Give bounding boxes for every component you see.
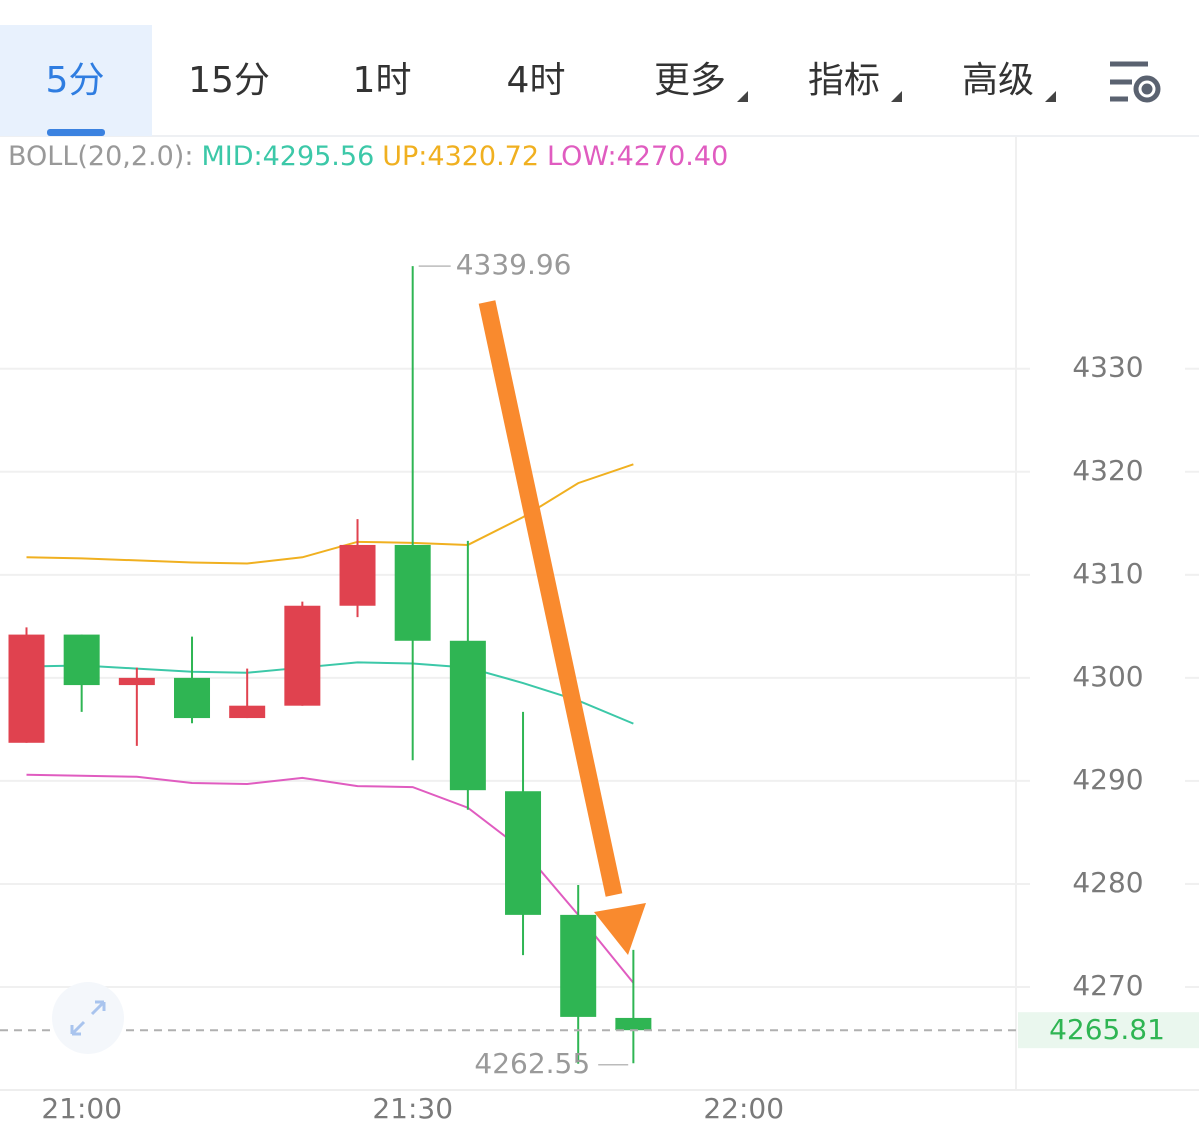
expand-bg — [52, 982, 124, 1054]
candle-body — [229, 705, 266, 719]
tab[interactable]: 4时 — [507, 60, 566, 101]
candle-body — [505, 791, 542, 915]
tab[interactable]: 高级 — [962, 60, 1034, 101]
y-tick-label: 4270 — [1072, 969, 1143, 1002]
icon-gear-center — [1141, 83, 1153, 95]
candle-body — [394, 544, 431, 641]
arrow-shaft — [478, 300, 623, 897]
high-label: 4339.96 — [456, 248, 572, 281]
expand-icon — [70, 1000, 106, 1036]
last-price-tag — [1018, 1012, 1199, 1049]
candle-body — [63, 634, 100, 686]
legend-name: MID: — [201, 141, 262, 172]
boll-line — [26, 661, 634, 725]
tab[interactable]: 更多 — [654, 60, 726, 101]
low-label: 4262.55 — [474, 1047, 590, 1080]
y-tick-label: 4280 — [1072, 866, 1143, 899]
x-tick-label: 21:00 — [41, 1092, 122, 1125]
legend-value: 4295.56 — [263, 141, 375, 172]
x-tick-label: 22:00 — [703, 1092, 784, 1125]
dropdown-triangle — [737, 91, 748, 102]
icon-gear — [1133, 75, 1161, 103]
trend-arrow — [478, 300, 646, 955]
tab[interactable]: 指标 — [808, 60, 880, 101]
indicator-legend: BOLL(20,2.0): MID:4295.56 UP:4320.72 LOW:42… — [8, 141, 728, 172]
candle-body — [449, 640, 486, 791]
candle-body — [118, 677, 155, 686]
y-tick-label: 4300 — [1072, 660, 1143, 693]
settings-icon[interactable] — [1110, 61, 1161, 103]
active-tab-bg — [0, 25, 152, 136]
tab[interactable]: 5分 — [46, 60, 105, 101]
candle-body — [339, 544, 376, 606]
candle-body — [560, 914, 597, 1017]
legend-value: 4270.40 — [617, 141, 729, 172]
dropdown-triangle — [891, 91, 902, 102]
active-tab-indicator — [47, 129, 105, 136]
plot-area: 4270 4280 4290 4300 4310 4320 4330 21:00 21:30 22… — [0, 248, 1199, 1125]
legend-name: LOW: — [547, 141, 617, 172]
x-tick-label: 21:30 — [372, 1092, 453, 1125]
y-tick-label: 4290 — [1072, 763, 1143, 796]
candle-body — [284, 605, 321, 706]
dropdown-triangle — [1045, 91, 1056, 102]
y-tick-label: 4330 — [1072, 351, 1143, 384]
tab-bar: 5分 15分 1时 4时 更多 指标 高级 — [0, 25, 1199, 137]
candle-body — [615, 1017, 652, 1031]
y-tick-label: 4310 — [1072, 557, 1143, 590]
last-price-label: 4265.81 — [1049, 1013, 1165, 1046]
legend-name: UP: — [382, 141, 427, 172]
y-tick-label: 4320 — [1072, 454, 1143, 487]
indicator-label: BOLL(20,2.0): — [8, 141, 193, 172]
arrow-head — [594, 903, 646, 955]
candle-body — [8, 634, 45, 743]
tab[interactable]: 1时 — [353, 60, 412, 101]
tab[interactable]: 15分 — [188, 60, 270, 101]
expand-button[interactable] — [52, 982, 124, 1054]
candle-body — [174, 677, 211, 719]
legend-value: 4320.72 — [427, 141, 539, 172]
